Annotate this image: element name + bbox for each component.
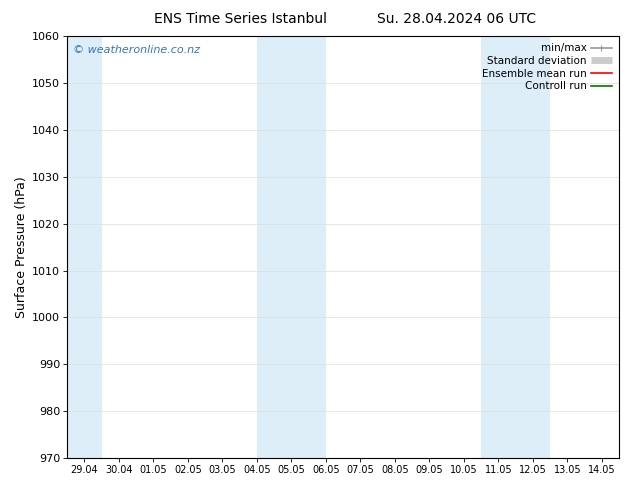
Text: Su. 28.04.2024 06 UTC: Su. 28.04.2024 06 UTC <box>377 12 536 26</box>
Text: © weatheronline.co.nz: © weatheronline.co.nz <box>73 45 200 54</box>
Y-axis label: Surface Pressure (hPa): Surface Pressure (hPa) <box>15 176 28 318</box>
Text: ENS Time Series Istanbul: ENS Time Series Istanbul <box>155 12 327 26</box>
Legend: min/max, Standard deviation, Ensemble mean run, Controll run: min/max, Standard deviation, Ensemble me… <box>480 41 614 93</box>
Bar <box>257 36 326 458</box>
Bar <box>67 36 101 458</box>
Bar <box>481 36 550 458</box>
